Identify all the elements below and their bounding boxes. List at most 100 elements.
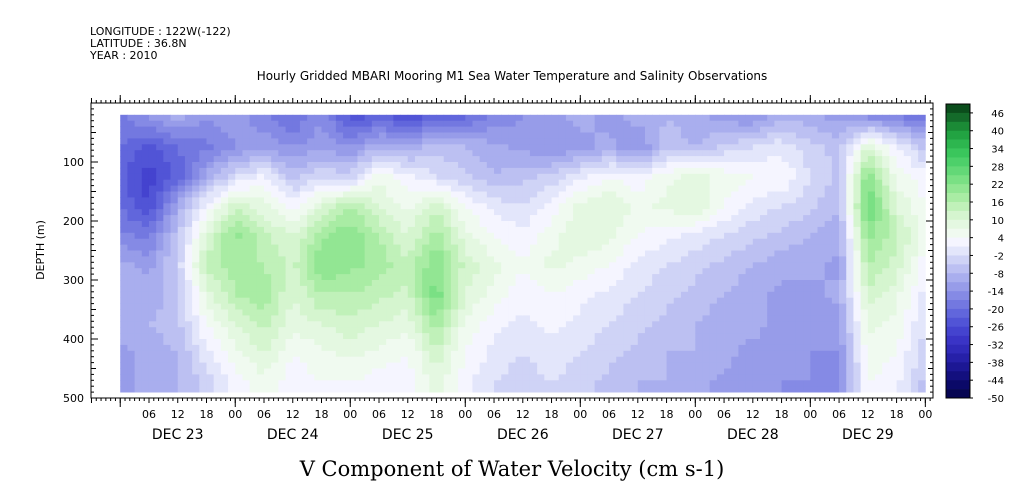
field-cell [450, 244, 459, 251]
field-cell [702, 167, 711, 175]
field-cell [601, 274, 610, 281]
field-cell [256, 221, 265, 228]
field-cell [594, 321, 603, 328]
field-cell [803, 162, 811, 169]
field-cell [343, 191, 351, 198]
field-cell [120, 333, 128, 340]
field-cell [688, 126, 696, 133]
field-cell [831, 256, 840, 263]
field-cell [364, 226, 373, 234]
field-cell [350, 197, 358, 204]
field-cell [616, 197, 624, 204]
field-cell [637, 344, 646, 352]
field-cell [486, 120, 495, 127]
field-cell [371, 380, 380, 387]
field-cell [501, 356, 509, 363]
field-cell [637, 156, 646, 163]
field-cell [644, 250, 653, 257]
field-cell [465, 250, 473, 257]
field-cell [508, 120, 516, 127]
field-cell [271, 280, 279, 287]
field-cell [163, 156, 171, 163]
field-cell [422, 250, 430, 257]
field-cell [328, 167, 337, 175]
field-cell [752, 315, 761, 322]
field-cell [314, 256, 322, 263]
field-cell [335, 356, 344, 363]
field-cell [831, 380, 840, 387]
field-cell [371, 362, 380, 369]
field-cell [860, 315, 869, 322]
field-cell [436, 162, 445, 169]
field-cell [731, 120, 739, 127]
field-cell [623, 368, 632, 375]
field-cell [824, 374, 833, 381]
field-cell [393, 368, 401, 375]
field-cell [731, 221, 739, 228]
field-cell [580, 356, 588, 363]
field-cell [450, 150, 459, 157]
field-cell [860, 179, 869, 186]
field-cell [544, 309, 552, 316]
field-cell [199, 315, 207, 322]
field-cell [184, 232, 193, 240]
field-cell [501, 179, 509, 186]
field-cell [386, 356, 394, 363]
field-cell [601, 386, 610, 393]
field-cell [630, 179, 639, 186]
field-cell [644, 203, 653, 210]
field-cell [357, 244, 366, 251]
field-cell [357, 297, 366, 304]
field-cell [846, 315, 854, 322]
field-cell [350, 132, 358, 139]
field-cell [673, 185, 682, 192]
field-cell [601, 280, 610, 287]
field-cell [458, 327, 466, 334]
field-cell [609, 191, 617, 198]
field-cell [688, 226, 696, 234]
field-cell [659, 209, 667, 216]
field-cell [414, 291, 423, 299]
field-cell [788, 350, 797, 358]
field-cell [688, 197, 696, 204]
field-cell [537, 191, 545, 198]
field-cell [350, 120, 358, 127]
field-cell [292, 297, 301, 304]
field-cell [156, 356, 164, 363]
field-cell [465, 221, 473, 228]
field-cell [738, 344, 747, 352]
field-cell [292, 344, 301, 352]
field-cell [609, 274, 617, 281]
field-cell [228, 285, 236, 293]
field-cell [148, 256, 157, 263]
field-cell [709, 350, 718, 358]
field-cell [817, 144, 826, 151]
field-cell [601, 344, 610, 352]
field-cell [314, 126, 322, 133]
field-cell [824, 132, 833, 139]
field-cell [601, 167, 610, 175]
field-cell [199, 173, 207, 181]
field-cell [587, 156, 596, 163]
field-cell [220, 167, 229, 175]
field-cell [414, 179, 423, 186]
field-cell [379, 238, 387, 245]
field-cell [199, 362, 207, 369]
field-cell [644, 327, 653, 334]
field-cell [529, 179, 538, 186]
field-cell [220, 215, 229, 222]
field-cell [580, 232, 588, 240]
field-cell [824, 262, 833, 269]
field-cell [472, 150, 481, 157]
field-cell [386, 368, 394, 375]
field-cell [795, 374, 804, 381]
field-cell [652, 268, 660, 275]
field-cell [601, 156, 610, 163]
field-cell [702, 303, 711, 310]
field-cell [508, 238, 516, 245]
field-cell [803, 138, 811, 145]
field-cell [644, 120, 653, 127]
field-cell [587, 315, 596, 322]
field-cell [738, 315, 747, 322]
field-cell [156, 262, 164, 269]
